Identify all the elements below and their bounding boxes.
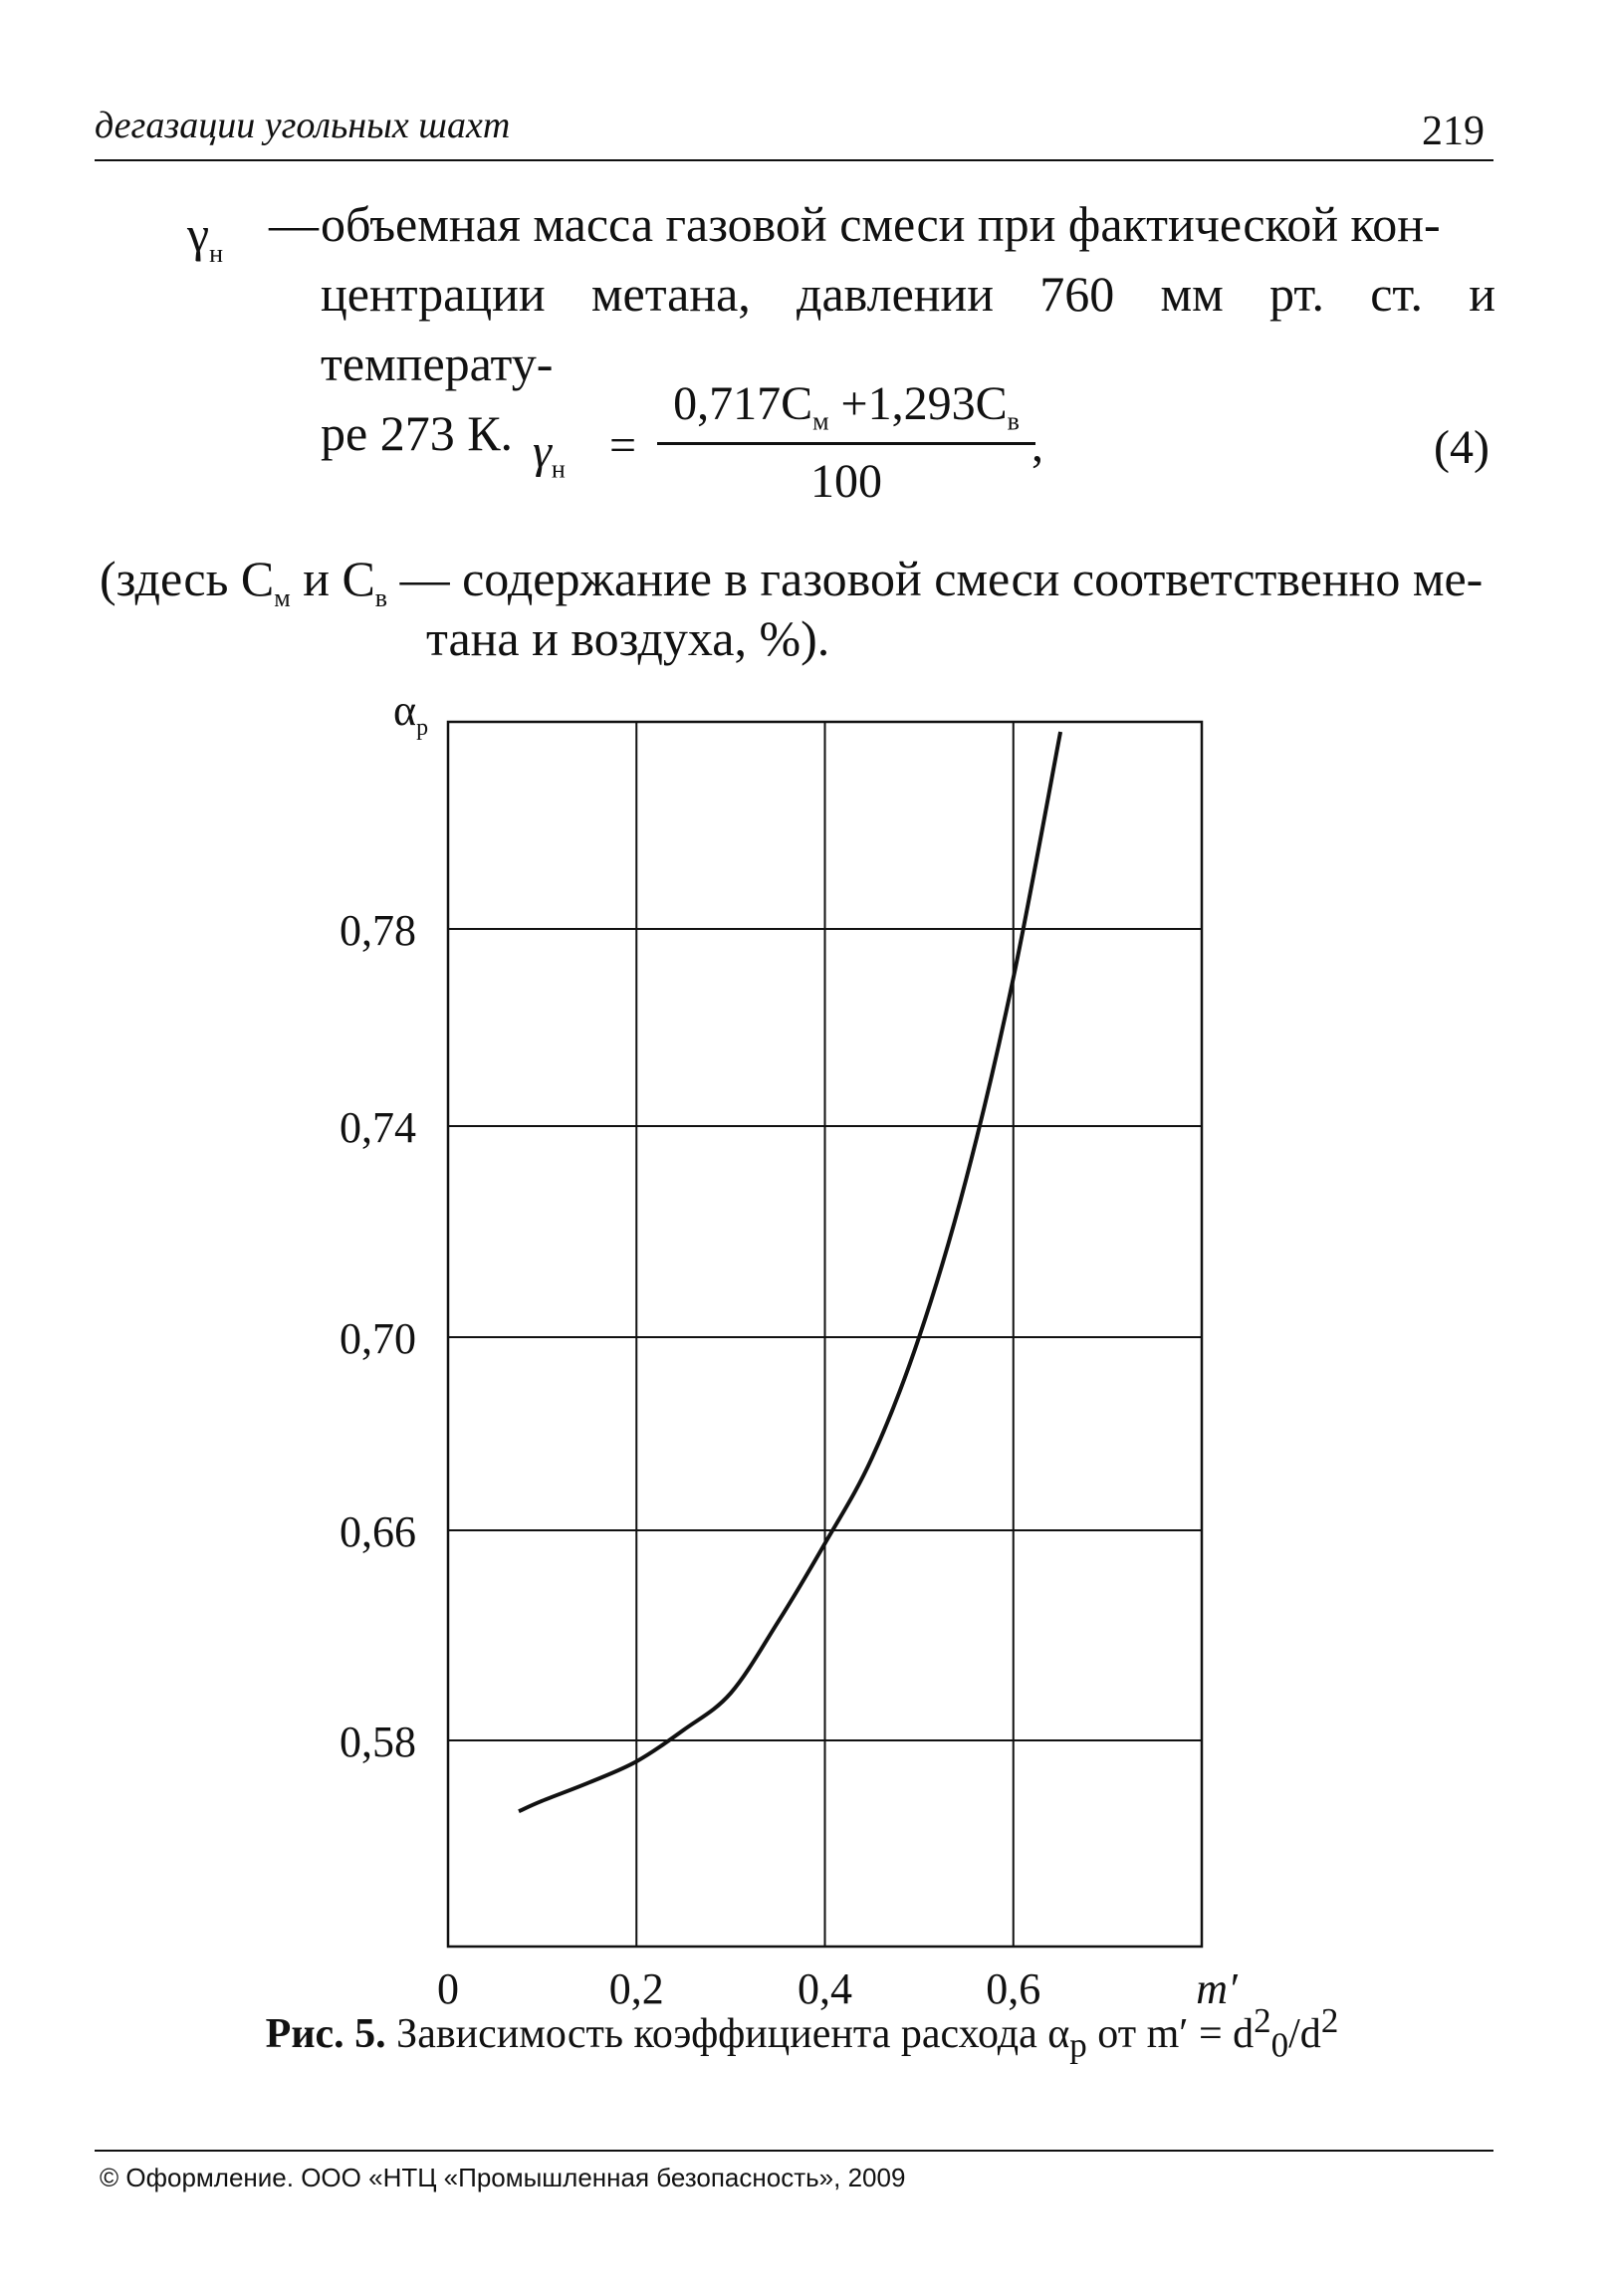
running-header-title: дегазации угольных шахт (95, 105, 511, 146)
y-axis-label: αр (393, 686, 428, 741)
definition-line: объемная масса газовой смеси при фактиче… (321, 196, 1441, 252)
footer-rule (95, 2150, 1493, 2152)
page-number: 219 (1422, 109, 1485, 154)
note-line-2: тана и воздуха, %). (426, 610, 830, 666)
y-tick-label: 0,66 (340, 1507, 416, 1556)
x-axis-label: m′ (1196, 1964, 1239, 2013)
formula-equals: = (609, 419, 637, 472)
fraction-bar (657, 442, 1035, 445)
series-line (518, 731, 1063, 1814)
x-tick-label: 0 (437, 1964, 459, 2013)
formula-lhs: γн (533, 425, 566, 484)
definition-dash: — (269, 196, 319, 252)
x-tick-label: 0,2 (609, 1964, 664, 2013)
equation-number: (4) (1434, 421, 1489, 474)
formula-numerator: 0,717Cм +1,293Cв (673, 377, 1020, 436)
footer-copyright: © Оформление. ООО «НТЦ «Промышленная без… (100, 2163, 906, 2192)
note-line-1: (здесь Cм и Cв — содержание в газовой см… (100, 551, 1484, 612)
definition-symbol: γн (187, 206, 224, 268)
y-tick-label: 0,74 (340, 1103, 416, 1152)
figure-caption: Рис. 5. Зависимость коэффициента расхода… (265, 2001, 1339, 2065)
y-tick-label: 0,70 (340, 1314, 416, 1363)
formula-denominator: 100 (810, 455, 882, 508)
definition-line: центрации метана, давлении 760 мм рт. ст… (321, 266, 1495, 391)
definition-text: объемная масса газовой смеси при фактиче… (321, 189, 1495, 468)
y-tick-label: 0,58 (340, 1718, 416, 1766)
definition-line: ре 273 К. (321, 405, 514, 461)
formula-comma: , (1031, 419, 1043, 472)
x-tick-label: 0,6 (986, 1964, 1040, 2013)
y-tick-label: 0,78 (340, 906, 416, 955)
formula-4: γн = 0,717Cм +1,293Cв 100 , (4) (0, 376, 1604, 526)
header-rule (95, 159, 1493, 161)
x-tick-label: 0,4 (798, 1964, 852, 2013)
